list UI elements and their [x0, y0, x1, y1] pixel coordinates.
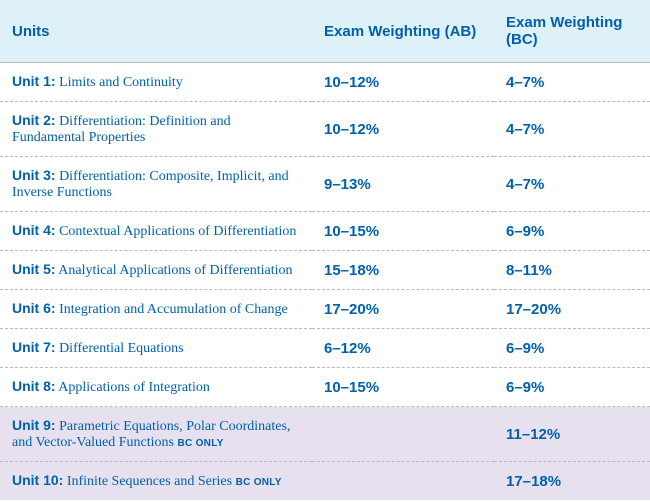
unit-description: Contextual Applications of Differentiati… — [59, 224, 296, 239]
unit-cell: Unit 4: Contextual Applications of Diffe… — [0, 212, 312, 251]
table-row: Unit 9: Parametric Equations, Polar Coor… — [0, 407, 650, 462]
unit-number-label: Unit 5: — [12, 261, 56, 277]
bc-weight-cell: 4–7% — [494, 102, 650, 157]
ab-weight-cell: 10–12% — [312, 102, 494, 157]
unit-number-label: Unit 1: — [12, 73, 56, 89]
bc-weight-cell: 8–11% — [494, 251, 650, 290]
ab-weight-cell: 6–12% — [312, 329, 494, 368]
unit-number-label: Unit 6: — [12, 300, 56, 316]
unit-cell: Unit 6: Integration and Accumulation of … — [0, 290, 312, 329]
unit-cell: Unit 2: Differentiation: Definition and … — [0, 102, 312, 157]
bc-weight-cell: 6–9% — [494, 329, 650, 368]
table-row: Unit 4: Contextual Applications of Diffe… — [0, 212, 650, 251]
bc-weight-cell: 11–12% — [494, 407, 650, 462]
unit-number-label: Unit 2: — [12, 112, 56, 128]
ab-weight-cell: 10–15% — [312, 212, 494, 251]
table-row: Unit 6: Integration and Accumulation of … — [0, 290, 650, 329]
ab-weight-cell: 15–18% — [312, 251, 494, 290]
unit-cell: Unit 10: Infinite Sequences and Series B… — [0, 462, 312, 501]
col-header-bc: Exam Weighting (BC) — [494, 0, 650, 63]
unit-description: Integration and Accumulation of Change — [59, 302, 288, 317]
ab-weight-cell: 10–12% — [312, 63, 494, 102]
unit-number-label: Unit 3: — [12, 167, 56, 183]
ab-weight-cell — [312, 462, 494, 501]
table-row: Unit 1: Limits and Continuity10–12%4–7% — [0, 63, 650, 102]
unit-cell: Unit 8: Applications of Integration — [0, 368, 312, 407]
unit-cell: Unit 3: Differentiation: Composite, Impl… — [0, 157, 312, 212]
unit-description: Limits and Continuity — [59, 75, 183, 90]
unit-number-label: Unit 8: — [12, 378, 56, 394]
unit-cell: Unit 1: Limits and Continuity — [0, 63, 312, 102]
unit-description: Infinite Sequences and Series — [67, 474, 232, 489]
ab-weight-cell: 10–15% — [312, 368, 494, 407]
bc-weight-cell: 4–7% — [494, 157, 650, 212]
unit-cell: Unit 7: Differential Equations — [0, 329, 312, 368]
unit-number-label: Unit 7: — [12, 339, 56, 355]
unit-description: Applications of Integration — [58, 380, 210, 395]
bc-weight-cell: 17–20% — [494, 290, 650, 329]
col-header-units: Units — [0, 0, 312, 63]
ab-weight-cell — [312, 407, 494, 462]
unit-cell: Unit 9: Parametric Equations, Polar Coor… — [0, 407, 312, 462]
ab-weight-cell: 17–20% — [312, 290, 494, 329]
bc-only-badge: BC ONLY — [236, 477, 282, 488]
unit-number-label: Unit 9: — [12, 417, 56, 433]
table-header-row: Units Exam Weighting (AB) Exam Weighting… — [0, 0, 650, 63]
table-row: Unit 7: Differential Equations6–12%6–9% — [0, 329, 650, 368]
exam-weighting-table: Units Exam Weighting (AB) Exam Weighting… — [0, 0, 650, 500]
unit-number-label: Unit 4: — [12, 222, 56, 238]
bc-only-badge: BC ONLY — [177, 438, 223, 449]
bc-weight-cell: 6–9% — [494, 212, 650, 251]
unit-cell: Unit 5: Analytical Applications of Diffe… — [0, 251, 312, 290]
table-row: Unit 3: Differentiation: Composite, Impl… — [0, 157, 650, 212]
unit-number-label: Unit 10: — [12, 472, 63, 488]
table-row: Unit 5: Analytical Applications of Diffe… — [0, 251, 650, 290]
bc-weight-cell: 6–9% — [494, 368, 650, 407]
bc-weight-cell: 17–18% — [494, 462, 650, 501]
table-row: Unit 10: Infinite Sequences and Series B… — [0, 462, 650, 501]
bc-weight-cell: 4–7% — [494, 63, 650, 102]
unit-description: Analytical Applications of Differentiati… — [58, 263, 292, 278]
ab-weight-cell: 9–13% — [312, 157, 494, 212]
table-row: Unit 2: Differentiation: Definition and … — [0, 102, 650, 157]
table-row: Unit 8: Applications of Integration10–15… — [0, 368, 650, 407]
col-header-ab: Exam Weighting (AB) — [312, 0, 494, 63]
unit-description: Differential Equations — [59, 341, 184, 356]
